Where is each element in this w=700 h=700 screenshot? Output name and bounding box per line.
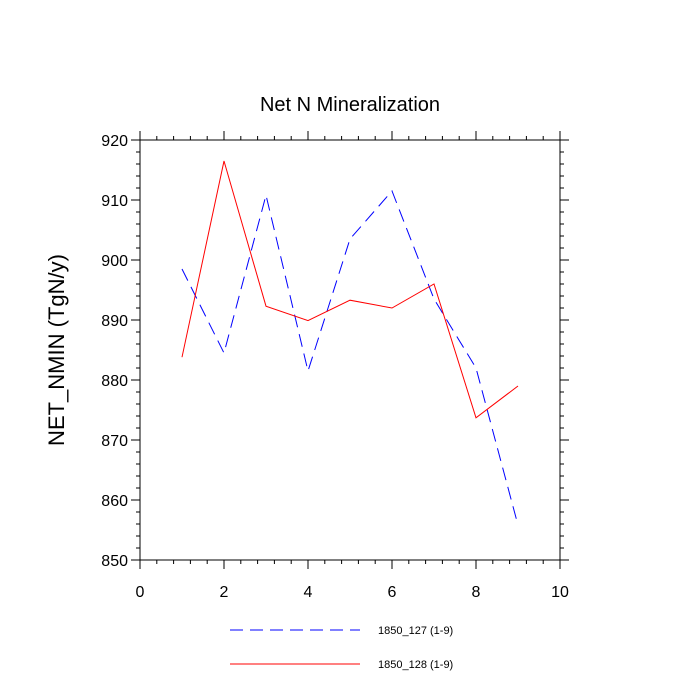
y-tick-label: 900 — [101, 253, 128, 270]
series-line-2 — [181, 160, 519, 419]
legend: 1850_127 (1-9) 1850_128 (1-9) — [230, 625, 453, 671]
x-tick-label: 0 — [136, 584, 145, 601]
plot-frame — [139, 139, 561, 561]
y-tick-label: 890 — [101, 313, 128, 330]
axis-tick-labels: 0 2 4 6 8 10 850 860 870 880 890 900 910 920 — [101, 133, 569, 601]
legend-label-2: 1850_128 (1-9) — [378, 659, 453, 671]
series-line-1 — [181, 190, 519, 526]
x-tick-label: 4 — [304, 584, 313, 601]
y-axis-label: NET_NMIN (TgN/y) — [44, 254, 69, 446]
y-tick-label: 850 — [101, 553, 128, 570]
y-tick-label: 860 — [101, 493, 128, 510]
x-tick-label: 10 — [551, 584, 569, 601]
axis-ticks — [131, 131, 569, 569]
x-tick-label: 2 — [220, 584, 229, 601]
y-tick-label: 910 — [101, 193, 128, 210]
y-tick-label: 880 — [101, 373, 128, 390]
chart-title: Net N Mineralization — [260, 94, 440, 116]
y-tick-label: 870 — [101, 433, 128, 450]
y-tick-label: 920 — [101, 133, 128, 150]
series-lines — [181, 160, 519, 526]
legend-label-1: 1850_127 (1-9) — [378, 625, 453, 637]
x-tick-label: 8 — [472, 584, 481, 601]
x-tick-label: 6 — [388, 584, 397, 601]
